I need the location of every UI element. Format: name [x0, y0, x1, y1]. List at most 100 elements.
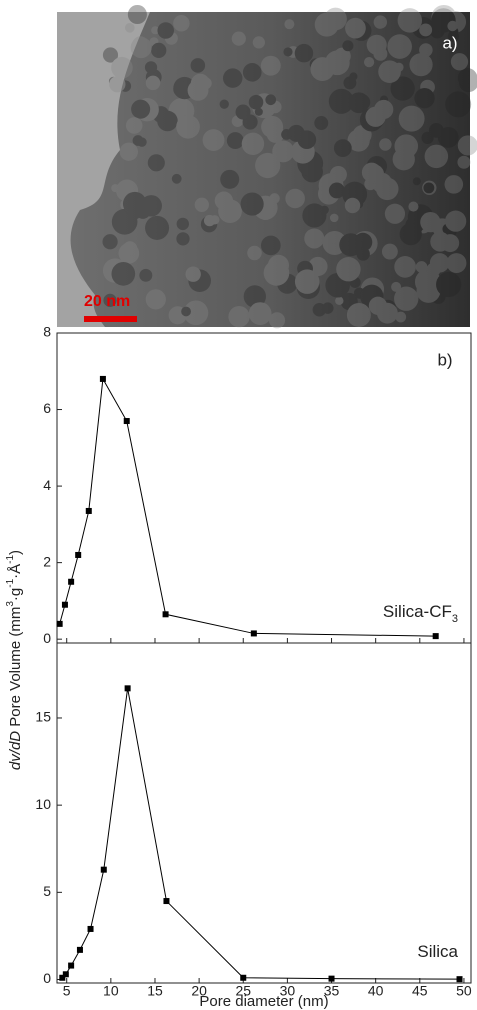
texture-grain	[381, 243, 398, 260]
texture-grain	[320, 205, 329, 215]
y-tick-label: 5	[43, 883, 51, 899]
texture-grain	[349, 276, 361, 288]
texture-grain	[444, 10, 467, 33]
texture-grain	[135, 203, 151, 219]
texture-grain	[379, 138, 392, 151]
texture-grain	[308, 256, 328, 277]
texture-grain	[125, 117, 143, 134]
texture-grain	[248, 94, 264, 110]
texture-grain	[379, 184, 388, 193]
texture-grain	[352, 230, 378, 257]
texture-grain	[190, 73, 210, 93]
texture-grain	[327, 232, 339, 244]
texture-grain	[333, 139, 352, 157]
text-part: dv/dD	[7, 731, 24, 770]
texture-grain	[235, 104, 251, 120]
texture-grain	[226, 132, 244, 150]
texture-grain	[231, 115, 244, 127]
texture-grain	[257, 202, 275, 221]
texture-grain	[428, 122, 444, 138]
texture-grain	[364, 164, 385, 184]
data-point	[162, 611, 169, 618]
texture-grain	[127, 4, 147, 25]
texture-grain	[374, 99, 394, 120]
texture-grain	[373, 15, 388, 29]
texture-grain	[151, 42, 167, 59]
texture-grain	[353, 232, 373, 252]
texture-grain	[359, 108, 384, 132]
texture-grain	[291, 139, 315, 164]
x-tick-label: 40	[368, 983, 384, 999]
texture-grain	[450, 53, 469, 71]
texture-grain	[177, 18, 189, 30]
x-tick-label: 35	[324, 983, 340, 999]
texture-grain	[144, 61, 158, 74]
data-point	[76, 946, 83, 953]
texture-grain	[255, 152, 281, 179]
texture-grain	[297, 130, 317, 150]
texture-grain	[366, 34, 387, 55]
x-tick-label: 50	[456, 983, 472, 999]
texture-grain	[222, 68, 243, 88]
texture-grain	[368, 282, 378, 292]
texture-grain	[342, 181, 368, 207]
texture-grain	[285, 188, 305, 209]
x-tick-label: 5	[63, 983, 71, 999]
texture-grain	[352, 125, 372, 145]
panel-label: b)	[437, 350, 452, 369]
texture-grain	[124, 22, 135, 33]
y-tick-label: 4	[43, 477, 51, 493]
texture-grain	[188, 269, 212, 293]
texture-grain	[148, 162, 157, 171]
texture-grain	[449, 26, 459, 37]
texture-grain	[181, 306, 191, 317]
texture-grain	[102, 258, 128, 283]
texture-grain	[179, 124, 190, 136]
text-part: 3	[5, 601, 16, 607]
texture-grain	[414, 216, 432, 234]
texture-grain	[111, 184, 120, 193]
texture-grain	[447, 20, 458, 32]
texture-grain	[187, 79, 209, 101]
data-point	[61, 601, 68, 608]
texture-grain	[269, 312, 286, 329]
texture-grain	[322, 302, 334, 314]
texture-grain	[132, 36, 149, 52]
texture-grain	[297, 150, 324, 177]
text-part: ·Å	[7, 564, 24, 579]
texture-grain	[335, 296, 344, 305]
texture-grain	[310, 57, 335, 82]
texture-grain	[251, 204, 261, 214]
y-tick-label: 0	[43, 970, 51, 986]
texture-grain	[231, 31, 246, 46]
panel-label: a)	[442, 33, 457, 52]
texture-grain	[185, 266, 201, 282]
texture-grain	[304, 228, 325, 249]
texture-grain	[168, 98, 195, 124]
texture-grain	[356, 247, 370, 261]
texture-grain	[265, 94, 277, 106]
texture-grain	[347, 129, 370, 152]
texture-grain	[253, 195, 278, 220]
text-part: 3	[452, 613, 458, 625]
scale-bar-label: 20 nm	[84, 293, 130, 310]
texture-grain	[301, 160, 323, 183]
texture-grain	[405, 216, 424, 235]
texture-grain	[267, 254, 290, 276]
y-tick-label: 15	[35, 709, 51, 725]
texture-grain	[412, 177, 421, 186]
data-point	[456, 976, 463, 983]
texture-grain	[324, 50, 350, 76]
texture-grain	[442, 223, 454, 235]
texture-grain	[210, 215, 220, 225]
texture-grain	[419, 43, 433, 57]
texture-grain	[183, 300, 209, 326]
texture-grain	[407, 204, 434, 230]
texture-grain	[429, 23, 445, 39]
texture-grain	[379, 95, 389, 104]
texture-grain	[324, 7, 347, 31]
data-point	[328, 975, 335, 982]
series-line	[59, 377, 436, 637]
texture-grain	[447, 30, 459, 43]
texture-grain	[122, 241, 138, 256]
